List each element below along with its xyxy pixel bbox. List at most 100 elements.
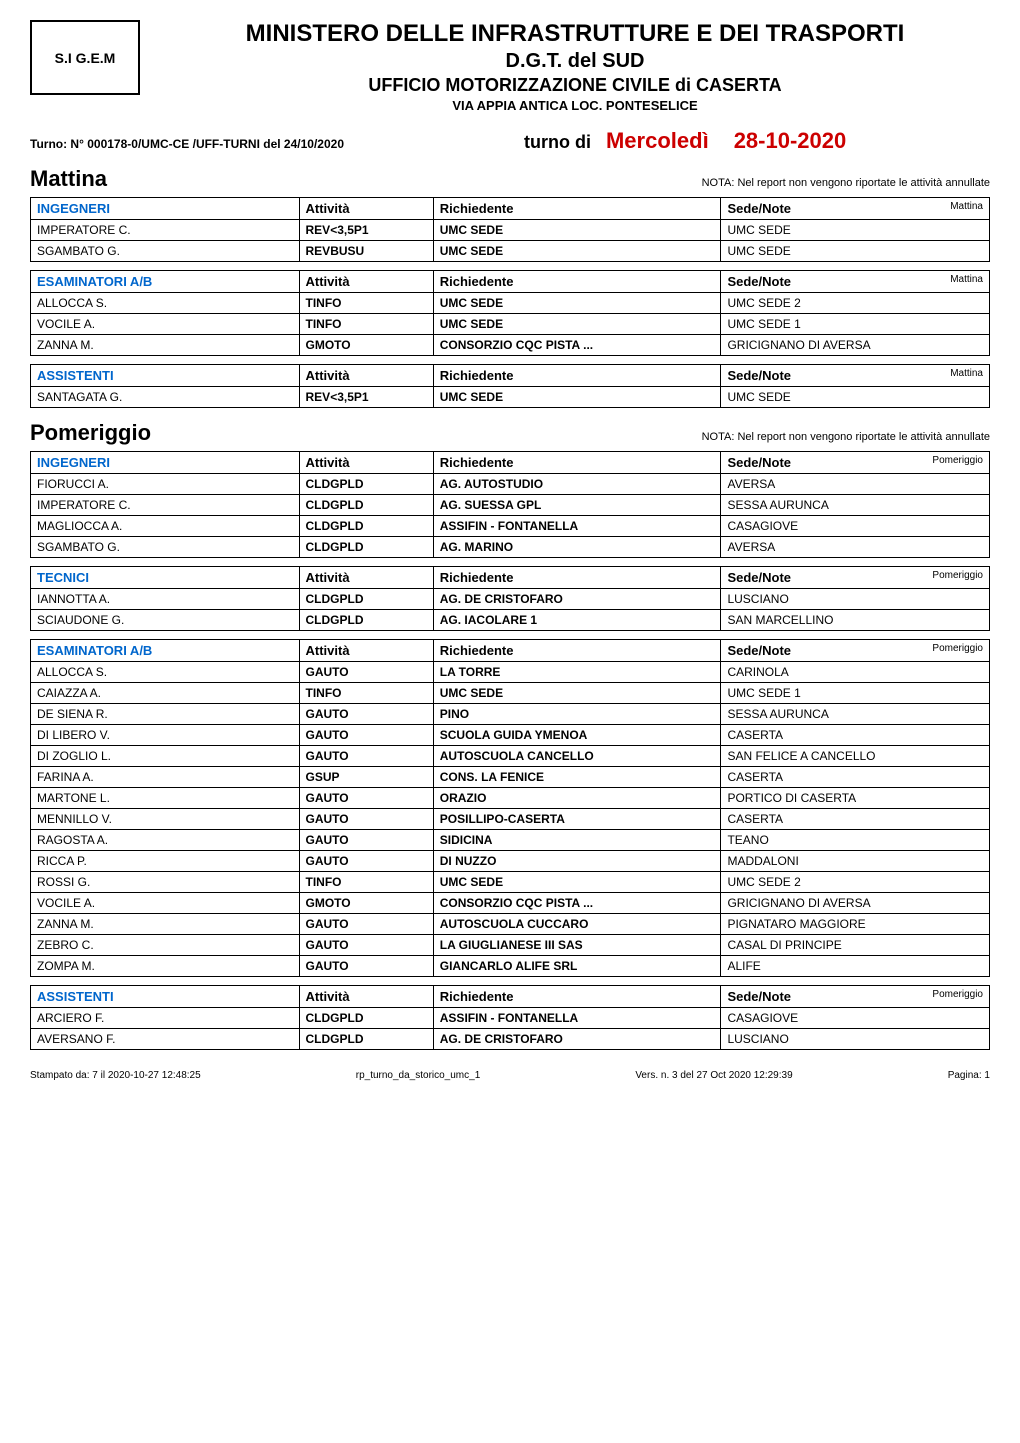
cell-requester: AG. MARINO — [433, 537, 721, 558]
category-header: ESAMINATORI A/B — [31, 271, 300, 293]
cell-requester: DI NUZZO — [433, 851, 721, 872]
cell-requester: UMC SEDE — [433, 387, 721, 408]
cell-name: RICCA P. — [31, 851, 300, 872]
cell-name: CAIAZZA A. — [31, 683, 300, 704]
session-label-small: Mattina — [950, 274, 983, 285]
requester-header: Richiedente — [433, 198, 721, 220]
cell-activity: CLDGPLD — [299, 495, 433, 516]
cell-location: CASERTA — [721, 725, 990, 746]
activity-header: Attività — [299, 567, 433, 589]
turno-number: Turno: N° 000178-0/UMC-CE /UFF-TURNI del… — [30, 137, 344, 151]
cell-activity: GAUTO — [299, 704, 433, 725]
cell-name: MENNILLO V. — [31, 809, 300, 830]
session-header: PomeriggioNOTA: Nel report non vengono r… — [30, 420, 990, 446]
cell-requester: ORAZIO — [433, 788, 721, 809]
location-header: Sede/NoteMattina — [721, 198, 990, 220]
cell-name: DE SIENA R. — [31, 704, 300, 725]
table-header-row: ASSISTENTIAttivitàRichiedenteSede/NotePo… — [31, 986, 990, 1008]
table-row: FIORUCCI A.CLDGPLDAG. AUTOSTUDIOAVERSA — [31, 474, 990, 495]
cell-requester: SIDICINA — [433, 830, 721, 851]
table-row: MAGLIOCCA A.CLDGPLDASSIFIN - FONTANELLAC… — [31, 516, 990, 537]
cell-requester: UMC SEDE — [433, 220, 721, 241]
activity-header: Attività — [299, 271, 433, 293]
cell-location: LUSCIANO — [721, 589, 990, 610]
category-header: INGEGNERI — [31, 198, 300, 220]
activity-header: Attività — [299, 986, 433, 1008]
dgt-title: D.G.T. del SUD — [160, 50, 990, 73]
cell-name: IMPERATORE C. — [31, 495, 300, 516]
cell-location: SESSA AURUNCA — [721, 704, 990, 725]
footer-printed-by: Stampato da: 7 il 2020-10-27 12:48:25 — [30, 1070, 201, 1081]
requester-header: Richiedente — [433, 271, 721, 293]
cell-location: GRICIGNANO DI AVERSA — [721, 335, 990, 356]
cell-requester: CONSORZIO CQC PISTA ... — [433, 893, 721, 914]
cell-location: PIGNATARO MAGGIORE — [721, 914, 990, 935]
cell-name: ZANNA M. — [31, 335, 300, 356]
group-table: ESAMINATORI A/BAttivitàRichiedenteSede/N… — [30, 270, 990, 356]
cell-activity: REV<3,5P1 — [299, 387, 433, 408]
location-header: Sede/NotePomeriggio — [721, 640, 990, 662]
cell-requester: AUTOSCUOLA CANCELLO — [433, 746, 721, 767]
category-header: ASSISTENTI — [31, 986, 300, 1008]
cell-name: AVERSANO F. — [31, 1029, 300, 1050]
cell-name: IANNOTTA A. — [31, 589, 300, 610]
cell-name: FARINA A. — [31, 767, 300, 788]
cell-activity: GMOTO — [299, 335, 433, 356]
location-header: Sede/NoteMattina — [721, 365, 990, 387]
cell-activity: TINFO — [299, 293, 433, 314]
cell-location: UMC SEDE 2 — [721, 293, 990, 314]
cell-name: ROSSI G. — [31, 872, 300, 893]
table-row: IANNOTTA A.CLDGPLDAG. DE CRISTOFAROLUSCI… — [31, 589, 990, 610]
table-row: DI LIBERO V.GAUTOSCUOLA GUIDA YMENOACASE… — [31, 725, 990, 746]
cell-name: VOCILE A. — [31, 314, 300, 335]
session-note: NOTA: Nel report non vengono riportate l… — [702, 431, 990, 443]
table-row: FARINA A.GSUPCONS. LA FENICECASERTA — [31, 767, 990, 788]
cell-activity: CLDGPLD — [299, 516, 433, 537]
turno-date: 28-10-2020 — [734, 128, 847, 154]
table-header-row: ASSISTENTIAttivitàRichiedenteSede/NoteMa… — [31, 365, 990, 387]
table-row: ARCIERO F.CLDGPLDASSIFIN - FONTANELLACAS… — [31, 1008, 990, 1029]
table-row: DE SIENA R.GAUTOPINOSESSA AURUNCA — [31, 704, 990, 725]
cell-activity: GAUTO — [299, 830, 433, 851]
cell-name: IMPERATORE C. — [31, 220, 300, 241]
category-header: ASSISTENTI — [31, 365, 300, 387]
cell-requester: UMC SEDE — [433, 293, 721, 314]
cell-requester: AG. IACOLARE 1 — [433, 610, 721, 631]
logo: S.I G.E.M — [30, 20, 140, 95]
cell-location: MADDALONI — [721, 851, 990, 872]
cell-activity: GAUTO — [299, 788, 433, 809]
cell-activity: GAUTO — [299, 725, 433, 746]
table-header-row: ESAMINATORI A/BAttivitàRichiedenteSede/N… — [31, 640, 990, 662]
document-header: S.I G.E.M MINISTERO DELLE INFRASTRUTTURE… — [30, 20, 990, 113]
cell-location: CASERTA — [721, 767, 990, 788]
cell-requester: AG. DE CRISTOFARO — [433, 1029, 721, 1050]
requester-header: Richiedente — [433, 640, 721, 662]
session-label-small: Pomeriggio — [932, 455, 983, 466]
group-table: ASSISTENTIAttivitàRichiedenteSede/NoteMa… — [30, 364, 990, 408]
category-header: TECNICI — [31, 567, 300, 589]
table-header-row: INGEGNERIAttivitàRichiedenteSede/NoteMat… — [31, 198, 990, 220]
table-row: IMPERATORE C.REV<3,5P1UMC SEDEUMC SEDE — [31, 220, 990, 241]
cell-activity: GAUTO — [299, 809, 433, 830]
session-label-small: Mattina — [950, 368, 983, 379]
cell-name: ZANNA M. — [31, 914, 300, 935]
location-header: Sede/NotePomeriggio — [721, 452, 990, 474]
cell-location: UMC SEDE — [721, 241, 990, 262]
table-row: IMPERATORE C.CLDGPLDAG. SUESSA GPLSESSA … — [31, 495, 990, 516]
activity-header: Attività — [299, 640, 433, 662]
cell-name: DI ZOGLIO L. — [31, 746, 300, 767]
session-header: MattinaNOTA: Nel report non vengono ripo… — [30, 166, 990, 192]
location-header: Sede/NoteMattina — [721, 271, 990, 293]
cell-requester: UMC SEDE — [433, 683, 721, 704]
cell-name: ALLOCCA S. — [31, 662, 300, 683]
cell-location: GRICIGNANO DI AVERSA — [721, 893, 990, 914]
cell-activity: TINFO — [299, 683, 433, 704]
group-table: ASSISTENTIAttivitàRichiedenteSede/NotePo… — [30, 985, 990, 1050]
cell-requester: PINO — [433, 704, 721, 725]
address-title: VIA APPIA ANTICA LOC. PONTESELICE — [160, 98, 990, 113]
footer-report-name: rp_turno_da_storico_umc_1 — [356, 1070, 481, 1081]
session-label-small: Pomeriggio — [932, 643, 983, 654]
table-row: ZANNA M.GAUTOAUTOSCUOLA CUCCAROPIGNATARO… — [31, 914, 990, 935]
cell-name: ALLOCCA S. — [31, 293, 300, 314]
table-row: RAGOSTA A.GAUTOSIDICINATEANO — [31, 830, 990, 851]
